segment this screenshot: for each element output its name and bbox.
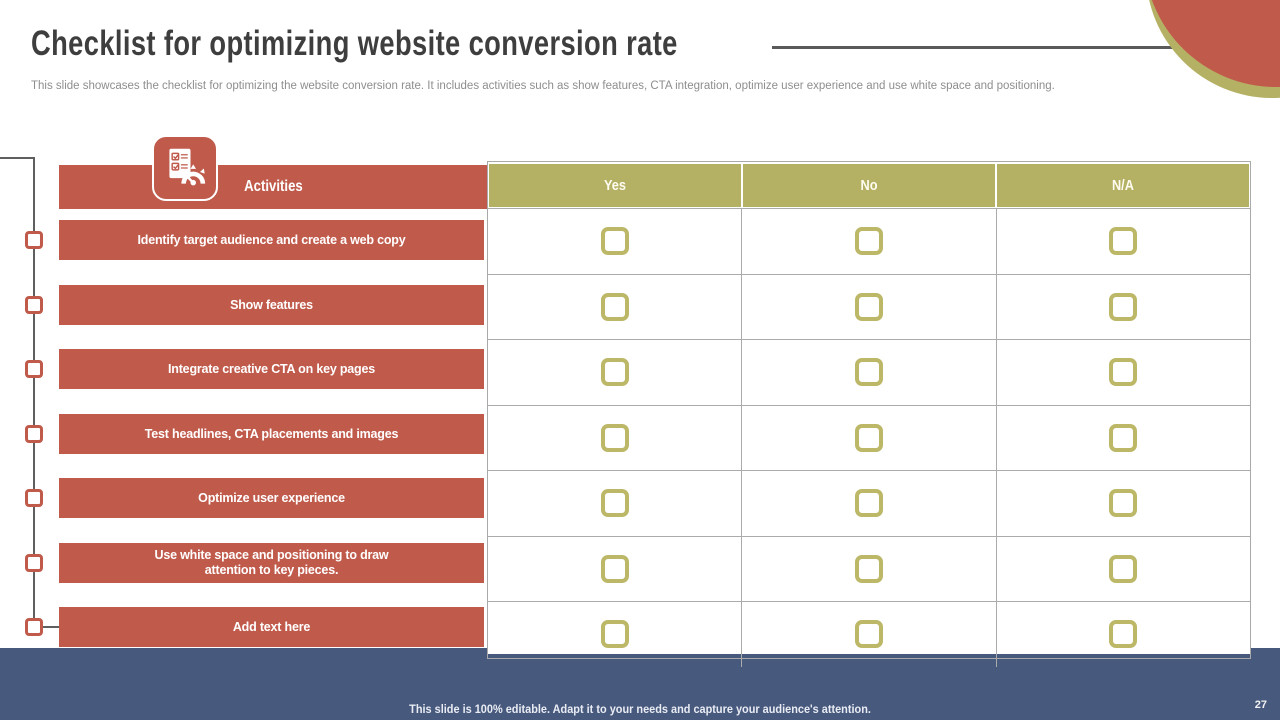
cell-yes [488,602,742,667]
cell-yes [488,471,742,536]
activities-column-header: Activities [59,165,487,209]
checkbox-yes[interactable] [600,423,629,452]
table-row [488,339,1250,405]
table-row [488,208,1250,274]
activity-label: Test headlines, CTA placements and image… [144,426,399,441]
cell-yes [488,340,742,405]
checkbox-yes[interactable] [600,620,629,649]
checkbox-no[interactable] [854,227,883,256]
slide-description: This slide showcases the checklist for o… [31,80,1055,92]
table-row [488,273,1250,339]
rail-vertical-line [33,157,35,628]
footer-note-text: This slide is 100% editable. Adapt it to… [409,704,871,716]
rail-node-marker [25,296,43,314]
cell-yes [488,209,742,274]
checkbox-no[interactable] [854,620,883,649]
checklist-gauge-icon [152,135,218,201]
cell-na [995,209,1250,274]
cell-no [741,209,996,274]
activity-label: Use white space and positioning to draw … [154,548,389,577]
cell-na [995,274,1250,339]
activity-button[interactable]: Optimize user experience [59,478,484,518]
cell-no [741,340,996,405]
rail-node-marker [25,231,43,249]
checkbox-no[interactable] [854,358,883,387]
column-header-label: No [860,177,878,194]
checkbox-na[interactable] [1109,227,1138,256]
checkbox-no[interactable] [854,554,883,583]
rail-top-segment [0,157,34,159]
column-header-label: Yes [604,177,626,194]
checkbox-yes[interactable] [600,227,629,256]
page-number: 27 [1254,699,1267,711]
rail-node-marker [25,554,43,572]
activity-button[interactable]: Test headlines, CTA placements and image… [59,414,484,454]
activity-label: Add text here [232,619,311,634]
column-header-yes: Yes [489,164,741,207]
checkbox-yes[interactable] [600,358,629,387]
rail-node-marker [25,618,43,636]
activity-label: Identify target audience and create a we… [137,232,406,247]
cell-no [741,471,996,536]
checkbox-no[interactable] [854,292,883,321]
checkbox-na[interactable] [1109,554,1138,583]
title-divider-line [772,46,1182,49]
activity-button[interactable]: Integrate creative CTA on key pages [59,349,484,389]
rail-node-marker [25,425,43,443]
rail-bottom-segment [39,626,59,628]
cell-yes [488,536,742,601]
cell-no [741,274,996,339]
table-row [488,601,1250,667]
table-row [488,404,1250,470]
cell-na [995,602,1250,667]
cell-na [995,340,1250,405]
cell-no [741,405,996,470]
column-header-na: N/A [997,164,1249,207]
cell-no [741,536,996,601]
cell-no [741,602,996,667]
activity-button[interactable]: Use white space and positioning to draw … [59,543,484,583]
activity-button[interactable]: Show features [59,285,484,325]
activity-button[interactable]: Add text here [59,607,484,647]
rail-node-marker [25,360,43,378]
cell-yes [488,405,742,470]
cell-na [995,405,1250,470]
checkbox-na[interactable] [1109,292,1138,321]
checkbox-yes[interactable] [600,489,629,518]
checkbox-yes[interactable] [600,554,629,583]
checkbox-na[interactable] [1109,620,1138,649]
table-row [488,535,1250,601]
cell-na [995,471,1250,536]
checklist-table: Yes No N/A [487,161,1251,667]
footer-note: This slide is 100% editable. Adapt it to… [0,704,1280,716]
cell-na [995,536,1250,601]
activity-button[interactable]: Identify target audience and create a we… [59,220,484,260]
activity-label: Optimize user experience [198,490,345,505]
checkbox-na[interactable] [1109,489,1138,518]
checkbox-no[interactable] [854,489,883,518]
page-title: Checklist for optimizing website convers… [31,24,678,63]
checkbox-yes[interactable] [600,292,629,321]
checkbox-na[interactable] [1109,358,1138,387]
rail-node-marker [25,489,43,507]
column-header-no: No [743,164,995,207]
table-row [488,470,1250,536]
cell-yes [488,274,742,339]
column-header-label: N/A [1112,177,1134,194]
activity-label: Show features [230,297,313,312]
checkbox-no[interactable] [854,423,883,452]
checkbox-na[interactable] [1109,423,1138,452]
activities-header-label: Activities [243,178,303,195]
activity-label: Integrate creative CTA on key pages [168,361,375,376]
